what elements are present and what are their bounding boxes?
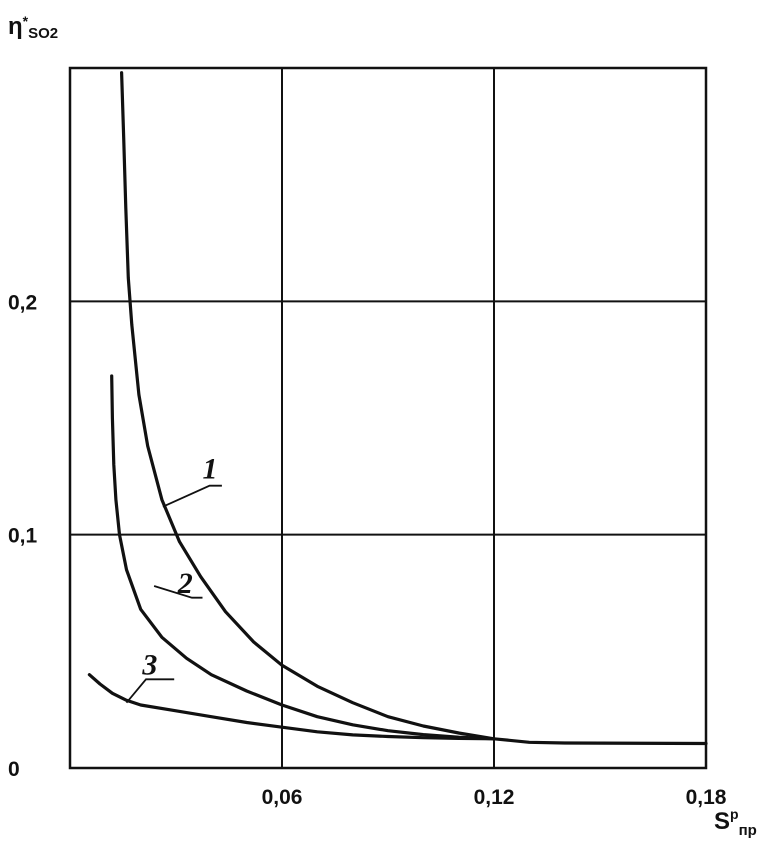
x-tick-label-0: 0,06 [262, 786, 303, 809]
curve-leader-3 [125, 678, 175, 704]
curve-labels: 1 2 3 [125, 453, 222, 704]
series-line-3 [87, 673, 496, 741]
y-tick-label-0: 0 [8, 758, 20, 781]
data-series [87, 71, 708, 746]
grid-lines [68, 66, 708, 770]
curve-label-2: 2 [177, 567, 193, 600]
y-axis-label: η*SO2 [8, 13, 58, 42]
x-axis-label: Spпр [714, 806, 757, 839]
plot-frame [68, 66, 708, 770]
curve-leader-2 [153, 585, 203, 599]
x-tick-label-1: 0,12 [474, 786, 515, 809]
series-line-2 [110, 374, 496, 741]
tick-labels: 0,06 0,12 0,18 0 0,1 0,2 [8, 291, 727, 809]
x-tick-label-2: 0,18 [686, 786, 727, 809]
series-line-1 [120, 71, 708, 746]
curve-label-3: 3 [141, 649, 157, 682]
curve-leader-1 [162, 484, 222, 508]
y-tick-label-1: 0,1 [8, 525, 38, 548]
curve-label-1: 1 [203, 453, 218, 486]
y-tick-label-2: 0,2 [8, 291, 37, 314]
